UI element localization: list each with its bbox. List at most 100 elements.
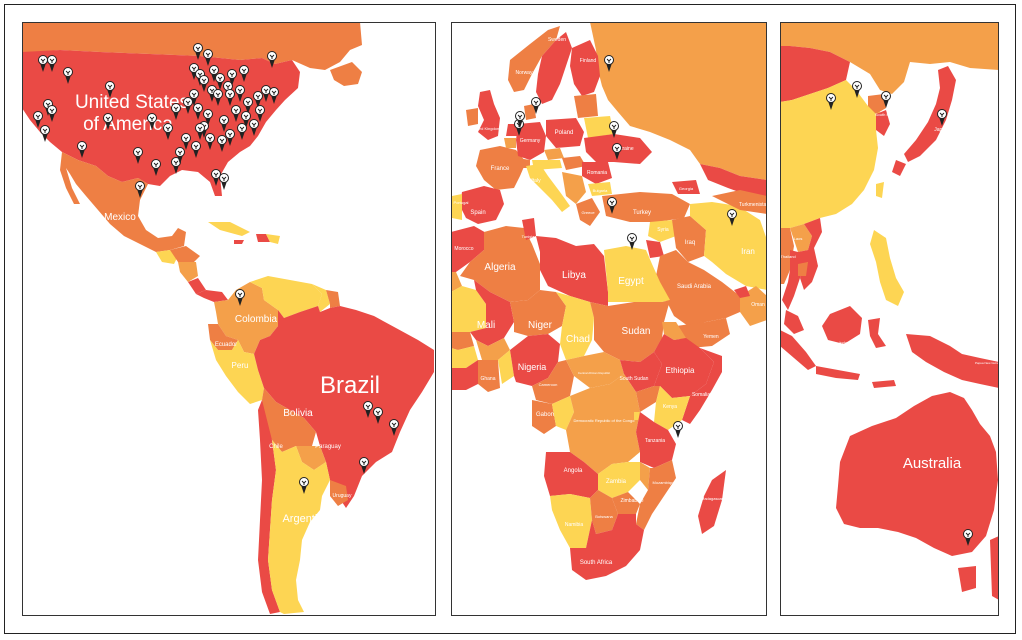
location-pin-icon[interactable] xyxy=(205,133,215,151)
country-greece xyxy=(576,198,600,226)
location-pin-icon[interactable] xyxy=(135,181,145,199)
location-pin-icon[interactable] xyxy=(211,169,221,187)
location-pin-icon[interactable] xyxy=(213,89,223,107)
location-pin-icon[interactable] xyxy=(267,51,277,69)
location-pin-icon[interactable] xyxy=(225,89,235,107)
location-pin-icon[interactable] xyxy=(607,197,617,215)
location-pin-icon[interactable] xyxy=(33,111,43,129)
country-turkmenistan xyxy=(712,190,767,214)
country-timor xyxy=(872,380,896,388)
location-pin-icon[interactable] xyxy=(389,419,399,437)
panel-asia-oceania: Japan South Korea Laos Thailand Indonesi… xyxy=(780,22,1001,616)
country-libya xyxy=(536,236,608,306)
location-pin-icon[interactable] xyxy=(531,97,541,115)
panel-border-europe-africa xyxy=(451,22,767,616)
location-pin-icon[interactable] xyxy=(225,129,235,147)
location-pin-icon[interactable] xyxy=(40,125,50,143)
country-peru xyxy=(210,340,264,404)
location-pin-icon[interactable] xyxy=(269,87,279,105)
country-north-korea xyxy=(868,94,886,114)
country-cuba xyxy=(208,222,250,236)
location-pin-icon[interactable] xyxy=(151,159,161,177)
location-pin-icon[interactable] xyxy=(515,111,525,129)
location-pin-icon[interactable] xyxy=(673,421,683,439)
location-pin-icon[interactable] xyxy=(249,119,259,137)
country-finland xyxy=(570,40,600,96)
country-bolivia xyxy=(262,388,316,452)
country-turkey xyxy=(602,192,690,222)
location-pin-icon[interactable] xyxy=(77,141,87,159)
location-pin-icon[interactable] xyxy=(239,65,249,83)
location-pin-icon[interactable] xyxy=(103,113,113,131)
country-drc xyxy=(566,374,640,474)
location-pin-icon[interactable] xyxy=(209,65,219,83)
country-uk xyxy=(478,90,500,140)
location-pin-icon[interactable] xyxy=(191,141,201,159)
location-pin-icon[interactable] xyxy=(881,91,891,109)
location-pin-icon[interactable] xyxy=(171,103,181,121)
country-paraguay xyxy=(296,446,326,470)
location-pin-icon[interactable] xyxy=(133,147,143,165)
location-pin-icon[interactable] xyxy=(215,73,225,91)
location-pin-icon[interactable] xyxy=(207,85,217,103)
label-ethiopia: Ethiopia xyxy=(666,366,695,375)
location-pin-icon[interactable] xyxy=(38,55,48,73)
label-sudan: Sudan xyxy=(622,326,651,337)
country-sweden xyxy=(536,32,572,104)
location-pin-icon[interactable] xyxy=(193,43,203,61)
location-pin-icon[interactable] xyxy=(826,93,836,111)
location-pin-icon[interactable] xyxy=(359,457,369,475)
location-pin-icon[interactable] xyxy=(105,81,115,99)
location-pin-icon[interactable] xyxy=(219,173,229,191)
location-pin-icon[interactable] xyxy=(609,121,619,139)
location-pin-icon[interactable] xyxy=(193,103,203,121)
location-pin-icon[interactable] xyxy=(235,289,245,307)
location-pin-icon[interactable] xyxy=(47,105,57,123)
location-pin-icon[interactable] xyxy=(195,123,205,141)
country-tanzania xyxy=(636,412,676,468)
label-portugal: Portugal xyxy=(454,200,469,205)
country-georgia xyxy=(672,180,700,194)
location-pin-icon[interactable] xyxy=(219,115,229,133)
location-pin-icon[interactable] xyxy=(217,135,227,153)
location-pin-icon[interactable] xyxy=(852,81,862,99)
location-pin-icon[interactable] xyxy=(189,89,199,107)
location-pin-icon[interactable] xyxy=(255,105,265,123)
country-honduras xyxy=(170,246,200,264)
location-pin-icon[interactable] xyxy=(963,529,973,547)
label-png: Papua New Guinea xyxy=(975,361,1001,365)
country-uruguay xyxy=(330,480,348,506)
location-pin-icon[interactable] xyxy=(63,67,73,85)
location-pin-icon[interactable] xyxy=(237,123,247,141)
label-namibia: Namibia xyxy=(565,522,584,528)
location-pin-icon[interactable] xyxy=(231,105,241,123)
location-pin-icon[interactable] xyxy=(47,55,57,73)
location-pin-icon[interactable] xyxy=(299,477,309,495)
location-pin-icon[interactable] xyxy=(627,233,637,251)
label-peru: Peru xyxy=(232,361,249,370)
country-ghana xyxy=(478,360,500,392)
location-pin-icon[interactable] xyxy=(612,143,622,161)
country-cameroon xyxy=(532,360,574,404)
location-pin-icon[interactable] xyxy=(147,113,157,131)
country-uganda xyxy=(636,386,660,412)
location-pin-icon[interactable] xyxy=(373,407,383,425)
location-pin-icon[interactable] xyxy=(163,123,173,141)
location-pin-icon[interactable] xyxy=(183,97,193,115)
location-pin-icon[interactable] xyxy=(199,75,209,93)
location-pin-icon[interactable] xyxy=(363,401,373,419)
location-pin-icon[interactable] xyxy=(243,97,253,115)
location-pin-icon[interactable] xyxy=(203,49,213,67)
location-pin-icon[interactable] xyxy=(937,109,947,127)
country-java xyxy=(816,366,860,380)
location-pin-icon[interactable] xyxy=(253,91,263,109)
location-pin-icon[interactable] xyxy=(203,109,213,127)
location-pin-icon[interactable] xyxy=(181,133,191,151)
location-pin-icon[interactable] xyxy=(604,55,614,73)
location-pin-icon[interactable] xyxy=(727,209,737,227)
label-norway: Norway xyxy=(516,70,533,76)
location-pin-icon[interactable] xyxy=(227,69,237,87)
location-pin-icon[interactable] xyxy=(235,85,245,103)
location-pin-icon[interactable] xyxy=(175,147,185,165)
location-pin-icon[interactable] xyxy=(241,111,251,129)
